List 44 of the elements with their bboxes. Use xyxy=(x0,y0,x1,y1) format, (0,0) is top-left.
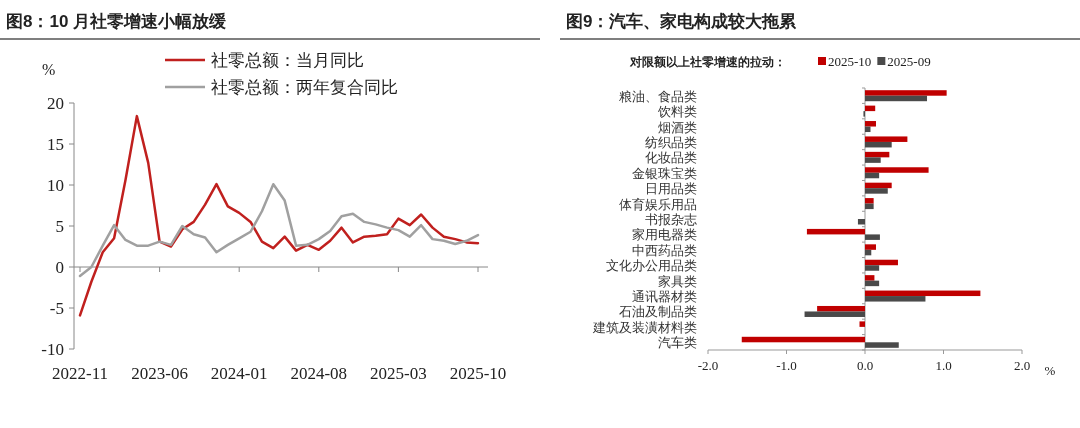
x-tick-label: 2025-03 xyxy=(370,364,427,383)
x-tick-label: 1.0 xyxy=(935,358,952,373)
y-tick-label: 0 xyxy=(55,258,64,277)
y-tick-label: 汽车类 xyxy=(658,335,697,351)
y-tick-label: 金银珠宝类 xyxy=(632,165,697,181)
y-tick-label: 15 xyxy=(47,135,64,154)
legend-title: 对限额以上社零增速的拉动： xyxy=(629,55,786,69)
y-tick-label: 家具类 xyxy=(658,273,697,289)
y-tick-label: -5 xyxy=(49,299,64,318)
y-tick-label: 通讯器材类 xyxy=(632,289,697,305)
x-tick-label: 2024-08 xyxy=(290,364,348,383)
x-tick-label: 2.0 xyxy=(1013,358,1031,373)
y-tick-label: 建筑及装潢材料类 xyxy=(592,319,697,335)
legend-label: 2025-10 xyxy=(828,54,872,69)
y-tick-label: 粮油、食品类 xyxy=(619,88,697,104)
y-tick-label: 中西药品类 xyxy=(632,242,697,258)
y-tick-label: -10 xyxy=(41,340,64,359)
y-axis-title: % xyxy=(42,61,56,78)
y-tick-label: 体育娱乐用品 xyxy=(619,196,697,212)
legend-label: 2025-09 xyxy=(887,54,931,69)
y-tick-label: 烟酒类 xyxy=(658,119,697,135)
x-tick-label: -2.0 xyxy=(697,358,719,373)
y-tick-label: 10 xyxy=(47,176,64,195)
y-tick-label: 文化办公用品类 xyxy=(606,258,697,274)
x-tick-label: 0.0 xyxy=(856,358,874,373)
y-tick-label: 化妆品类 xyxy=(645,150,697,166)
chart-title: 图9：汽车、家电构成较大拖累 xyxy=(566,12,798,31)
x-tick-label: 2023-06 xyxy=(131,364,188,383)
y-tick-label: 日用品类 xyxy=(645,181,697,197)
y-tick-label: 家用电器类 xyxy=(632,227,697,243)
y-tick-label: 书报杂志 xyxy=(645,212,697,227)
y-tick-label: 石油及制品类 xyxy=(619,304,697,320)
x-tick-label: 2025-10 xyxy=(449,364,507,383)
x-tick-label: 2024-01 xyxy=(210,364,268,383)
y-tick-label: 饮料类 xyxy=(657,104,697,120)
chart-title: 图8：10 月社零增速小幅放缓 xyxy=(6,12,228,31)
y-tick-label: 20 xyxy=(47,94,64,113)
x-tick-label: 2022-11 xyxy=(51,364,109,383)
y-tick-label: 纺织品类 xyxy=(645,134,697,150)
legend-label: 社零总额：当月同比 xyxy=(211,51,364,70)
y-tick-label: 5 xyxy=(55,217,64,236)
legend-label: 社零总额：两年复合同比 xyxy=(211,78,398,97)
x-tick-label: -1.0 xyxy=(776,358,797,373)
x-axis-title: % xyxy=(1044,363,1056,378)
